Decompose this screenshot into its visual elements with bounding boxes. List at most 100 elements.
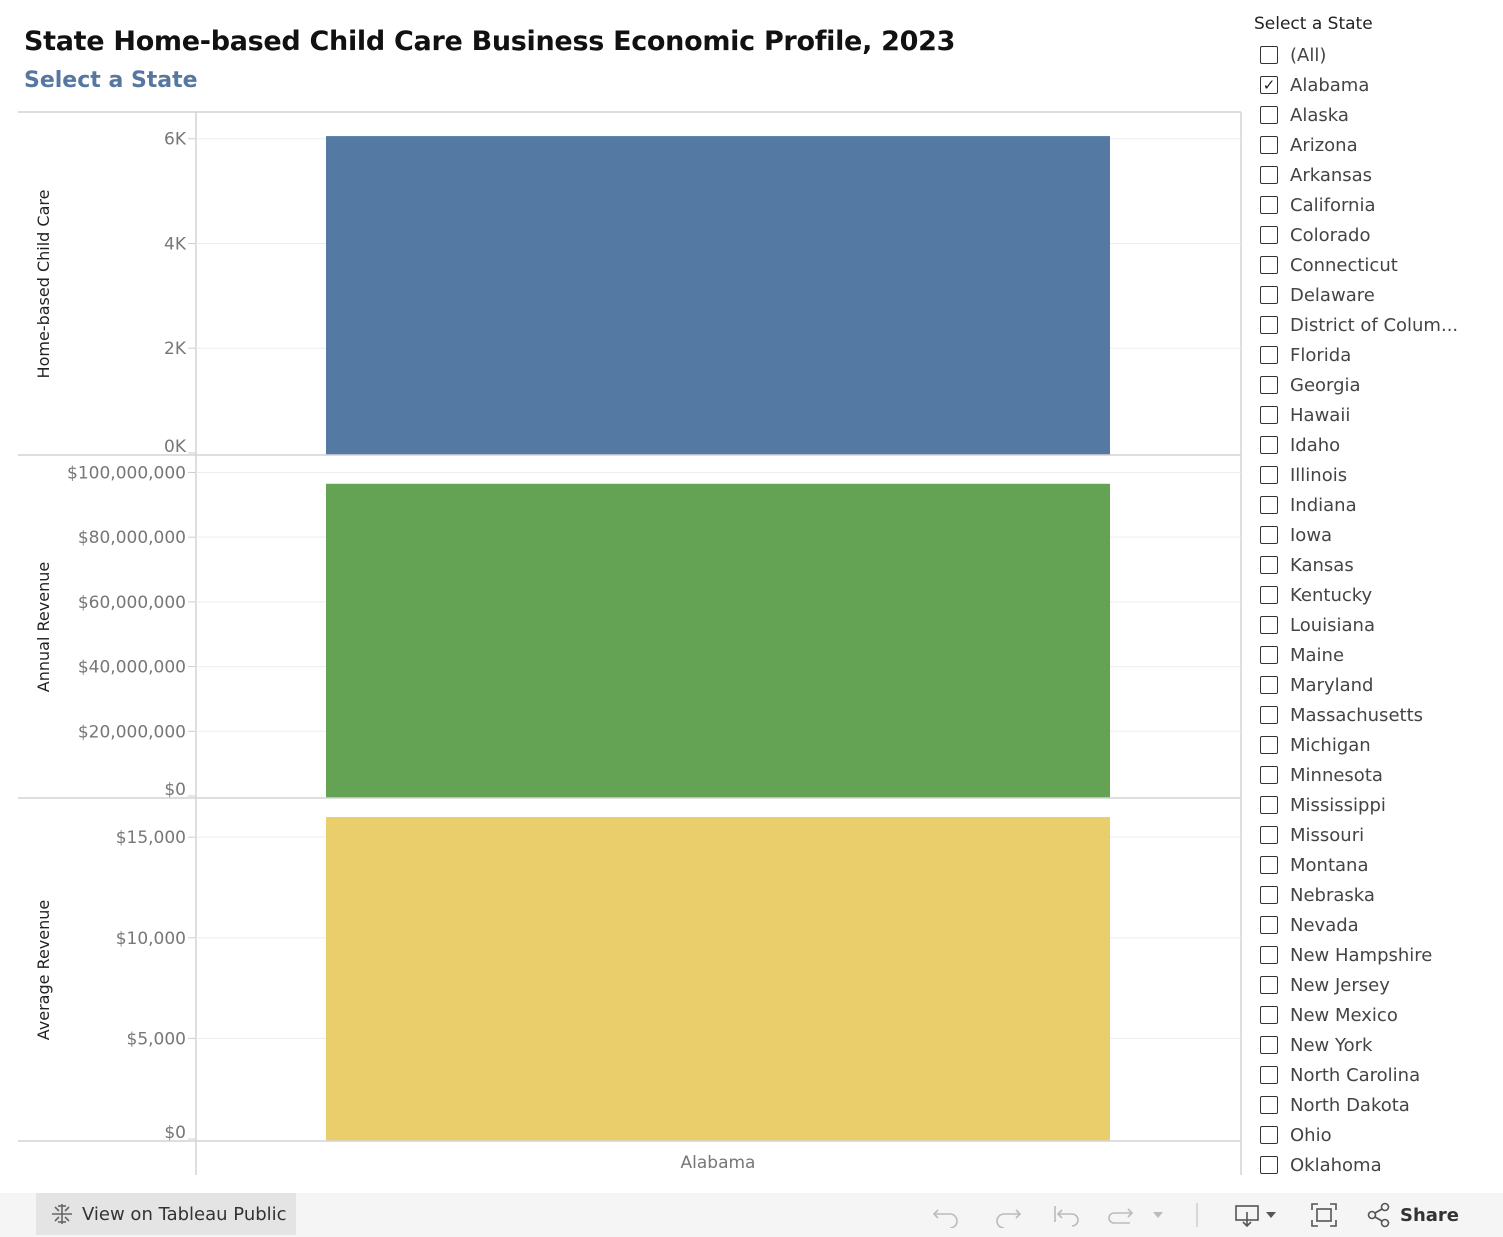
- checkbox[interactable]: [1260, 946, 1278, 964]
- checkbox[interactable]: [1260, 376, 1278, 394]
- checkbox[interactable]: [1260, 796, 1278, 814]
- filter-item[interactable]: Indiana: [1254, 490, 1494, 520]
- filter-item[interactable]: Montana: [1254, 850, 1494, 880]
- chart-area: 0K 2K 4K 6K Home-based Child Care $0 $20,000,0…: [18, 111, 1242, 1175]
- filter-item-label: Minnesota: [1290, 764, 1383, 786]
- filter-item[interactable]: Michigan: [1254, 730, 1494, 760]
- filter-item[interactable]: Mississippi: [1254, 790, 1494, 820]
- filter-item[interactable]: Illinois: [1254, 460, 1494, 490]
- filter-item[interactable]: Maine: [1254, 640, 1494, 670]
- checkbox[interactable]: [1260, 706, 1278, 724]
- filter-item[interactable]: New Hampshire: [1254, 940, 1494, 970]
- y-axis-title: Average Revenue: [34, 900, 53, 1040]
- filter-item[interactable]: Minnesota: [1254, 760, 1494, 790]
- checkbox[interactable]: [1260, 1156, 1278, 1174]
- filter-item[interactable]: Florida: [1254, 340, 1494, 370]
- checkbox[interactable]: [1260, 1036, 1278, 1054]
- fullscreen-icon[interactable]: [1310, 1202, 1338, 1228]
- filter-item[interactable]: Oklahoma: [1254, 1150, 1494, 1180]
- checkbox[interactable]: [1260, 106, 1278, 124]
- checkbox[interactable]: [1260, 496, 1278, 514]
- filter-item[interactable]: Arkansas: [1254, 160, 1494, 190]
- filter-item[interactable]: Arizona: [1254, 130, 1494, 160]
- filter-item[interactable]: Georgia: [1254, 370, 1494, 400]
- download-icon[interactable]: [1234, 1202, 1280, 1228]
- filter-item[interactable]: North Carolina: [1254, 1060, 1494, 1090]
- view-on-tableau-public-button[interactable]: View on Tableau Public: [36, 1193, 296, 1235]
- checkbox[interactable]: [1260, 166, 1278, 184]
- filter-item-label: Connecticut: [1290, 254, 1398, 276]
- checkbox[interactable]: [1260, 556, 1278, 574]
- filter-item[interactable]: California: [1254, 190, 1494, 220]
- dashboard-subtitle: Select a State: [24, 68, 198, 93]
- filter-item[interactable]: Kansas: [1254, 550, 1494, 580]
- filter-item[interactable]: (All): [1254, 40, 1494, 70]
- filter-item[interactable]: Ohio: [1254, 1120, 1494, 1150]
- filter-item[interactable]: Connecticut: [1254, 250, 1494, 280]
- dropdown-icon[interactable]: [1152, 1211, 1164, 1219]
- filter-item[interactable]: Alaska: [1254, 100, 1494, 130]
- checkbox[interactable]: [1260, 526, 1278, 544]
- filter-item[interactable]: Missouri: [1254, 820, 1494, 850]
- checkbox[interactable]: [1260, 826, 1278, 844]
- filter-item[interactable]: North Dakota: [1254, 1090, 1494, 1120]
- filter-item-label: Illinois: [1290, 464, 1348, 486]
- filter-item[interactable]: Colorado: [1254, 220, 1494, 250]
- filter-item-label: Colorado: [1290, 224, 1371, 246]
- checkbox[interactable]: [1260, 616, 1278, 634]
- checkbox[interactable]: [1260, 1006, 1278, 1024]
- checkbox[interactable]: [1260, 736, 1278, 754]
- filter-item[interactable]: Maryland: [1254, 670, 1494, 700]
- checkbox[interactable]: [1260, 1096, 1278, 1114]
- checkbox[interactable]: [1260, 976, 1278, 994]
- filter-item[interactable]: Iowa: [1254, 520, 1494, 550]
- checkbox-checked[interactable]: ✓: [1260, 76, 1278, 94]
- filter-item[interactable]: Nebraska: [1254, 880, 1494, 910]
- filter-item-label: Massachusetts: [1290, 704, 1424, 726]
- undo-icon[interactable]: [932, 1202, 962, 1228]
- checkbox[interactable]: [1260, 766, 1278, 784]
- checkbox[interactable]: [1260, 256, 1278, 274]
- filter-item[interactable]: Idaho: [1254, 430, 1494, 460]
- checkbox[interactable]: [1260, 406, 1278, 424]
- checkbox[interactable]: [1260, 346, 1278, 364]
- checkbox[interactable]: [1260, 1126, 1278, 1144]
- revert-icon[interactable]: [1052, 1202, 1082, 1228]
- checkbox[interactable]: [1260, 196, 1278, 214]
- filter-item[interactable]: Nevada: [1254, 910, 1494, 940]
- filter-item[interactable]: Hawaii: [1254, 400, 1494, 430]
- filter-item[interactable]: New York: [1254, 1030, 1494, 1060]
- checkbox[interactable]: [1260, 1066, 1278, 1084]
- checkbox[interactable]: [1260, 646, 1278, 664]
- filter-item-label: (All): [1290, 44, 1327, 66]
- filter-title: Select a State: [1254, 14, 1373, 34]
- checkbox[interactable]: [1260, 226, 1278, 244]
- filter-item-label: New Jersey: [1290, 974, 1390, 996]
- checkbox[interactable]: [1260, 676, 1278, 694]
- redo-icon[interactable]: [992, 1202, 1022, 1228]
- filter-item[interactable]: New Jersey: [1254, 970, 1494, 1000]
- filter-item-label: Delaware: [1290, 284, 1375, 306]
- checkbox[interactable]: [1260, 886, 1278, 904]
- filter-item[interactable]: Kentucky: [1254, 580, 1494, 610]
- filter-item[interactable]: ✓ Alabama: [1254, 70, 1494, 100]
- filter-item[interactable]: District of Colum...: [1254, 310, 1494, 340]
- checkbox[interactable]: [1260, 466, 1278, 484]
- filter-item[interactable]: Delaware: [1254, 280, 1494, 310]
- share-button[interactable]: Share: [1366, 1202, 1459, 1228]
- checkbox[interactable]: [1260, 856, 1278, 874]
- bar: [326, 817, 1110, 1141]
- checkbox[interactable]: [1260, 286, 1278, 304]
- checkbox[interactable]: [1260, 316, 1278, 334]
- refresh-icon[interactable]: [1106, 1202, 1136, 1228]
- checkbox[interactable]: [1260, 916, 1278, 934]
- filter-item[interactable]: Louisiana: [1254, 610, 1494, 640]
- checkbox[interactable]: [1260, 136, 1278, 154]
- filter-item-label: Alaska: [1290, 104, 1349, 126]
- checkbox[interactable]: [1260, 436, 1278, 454]
- filter-item[interactable]: New Mexico: [1254, 1000, 1494, 1030]
- checkbox[interactable]: [1260, 46, 1278, 64]
- checkbox[interactable]: [1260, 586, 1278, 604]
- filter-item[interactable]: Massachusetts: [1254, 700, 1494, 730]
- filter-item-label: Indiana: [1290, 494, 1357, 516]
